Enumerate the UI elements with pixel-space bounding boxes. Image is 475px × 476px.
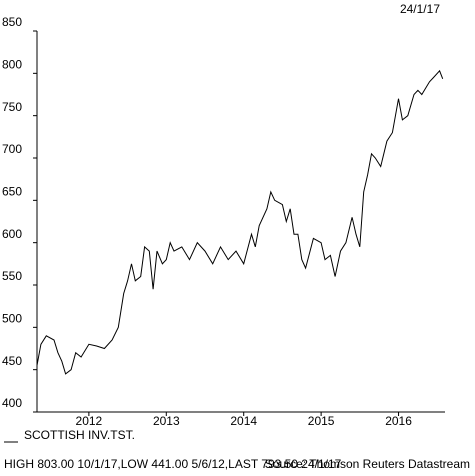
source: Source: Thomson Reuters Datastream (265, 457, 470, 471)
y-tick-label: 600 (2, 227, 22, 241)
y-tick-label: 550 (2, 269, 22, 283)
y-tick-label: 400 (2, 396, 22, 410)
x-tick-label: 2012 (76, 414, 103, 428)
y-tick-label: 650 (2, 185, 22, 199)
legend-label: SCOTTISH INV.TST. (24, 428, 135, 442)
x-tick-label: 2015 (308, 414, 335, 428)
footer: HIGH 803.00 10/1/17,LOW 441.00 5/6/12,LA… (4, 457, 342, 471)
x-tick-label: 2013 (153, 414, 180, 428)
y-tick-label: 850 (2, 15, 22, 29)
y-tick-label: 500 (2, 312, 22, 326)
y-tick-label: 750 (2, 100, 22, 114)
x-tick-label: 2016 (385, 414, 412, 428)
date-label: 24/1/17 (400, 2, 440, 16)
x-tick-label: 2014 (230, 414, 257, 428)
y-tick-label: 450 (2, 354, 22, 368)
line (36, 69, 444, 375)
y-tick-label: 700 (2, 142, 22, 156)
y-tick-label: 800 (2, 58, 22, 72)
